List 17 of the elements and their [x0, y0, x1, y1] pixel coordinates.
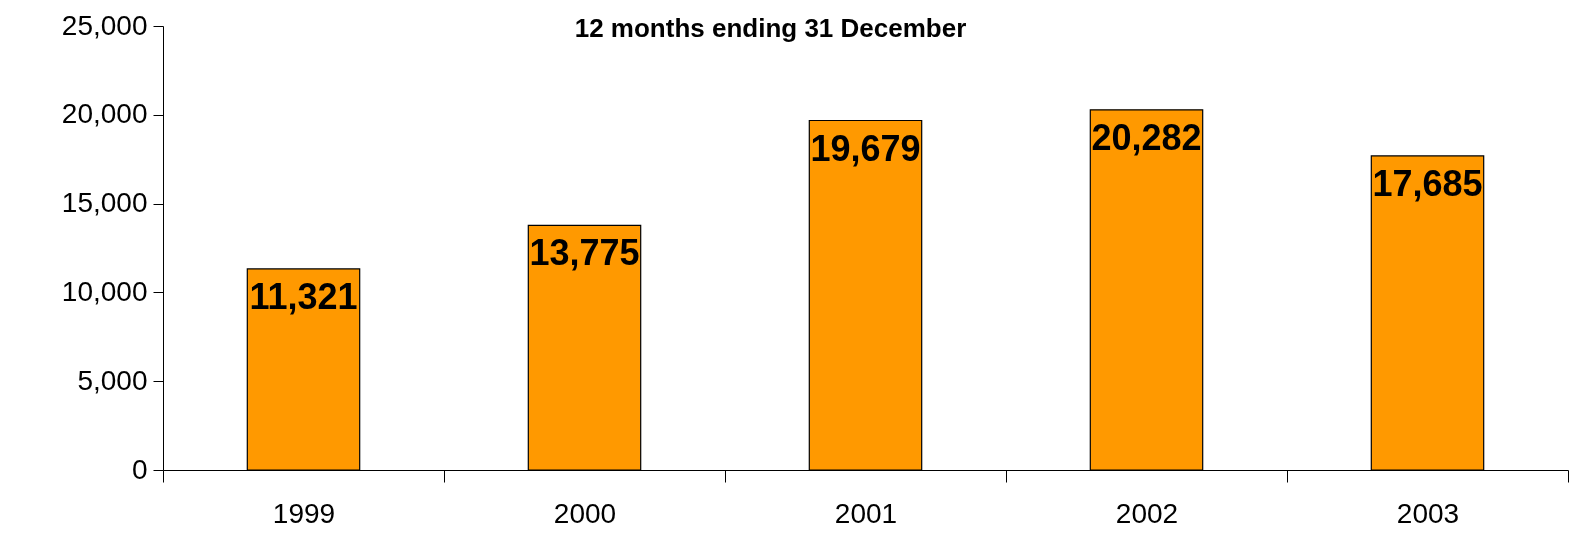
x-tick-label: 2002 — [1115, 497, 1179, 529]
data-label: 19,679 — [810, 127, 921, 169]
y-tick-label: 15,000 — [61, 187, 148, 219]
x-tick-label: 1999 — [272, 497, 336, 529]
chart-title: 12 months ending 31 December — [574, 13, 967, 43]
x-tick-label: 2001 — [834, 497, 898, 529]
y-tick-label: 20,000 — [61, 98, 148, 130]
y-tick-label: 10,000 — [61, 275, 148, 307]
data-label: 13,775 — [529, 232, 640, 274]
y-tick-label: 0 — [131, 453, 148, 485]
x-tick-label: 2003 — [1396, 497, 1460, 529]
x-tick-label: 2000 — [553, 497, 617, 529]
y-tick-label: 25,000 — [61, 9, 148, 41]
data-label: 20,282 — [1091, 116, 1202, 158]
data-label: 11,321 — [249, 275, 358, 317]
data-label: 17,685 — [1372, 162, 1483, 204]
y-tick-label: 5,000 — [77, 364, 148, 396]
